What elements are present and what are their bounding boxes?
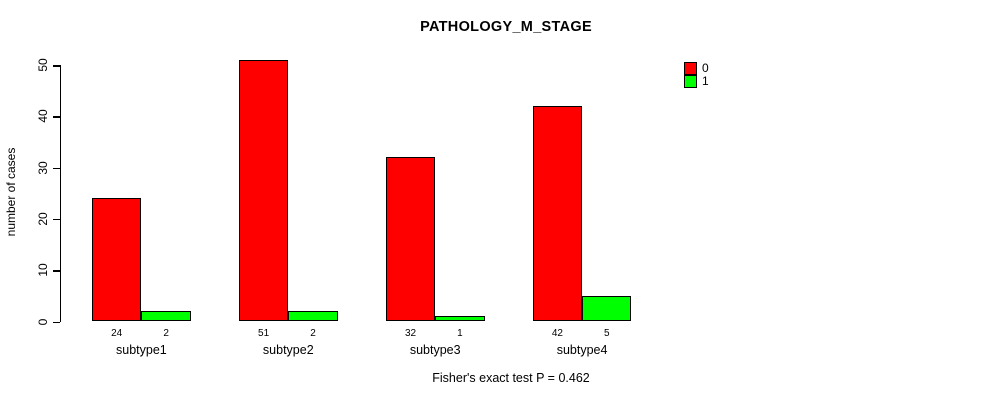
y-axis-tick-label: 0: [35, 318, 50, 325]
bar-subtype1-series1: [141, 311, 191, 322]
legend-entry: 1: [684, 75, 709, 88]
annotation-text: Fisher's exact test P = 0.462: [432, 371, 590, 385]
bar-subtype2-series0: [238, 59, 289, 322]
y-axis-tick: [52, 218, 60, 221]
legend-entry: 0: [684, 62, 709, 75]
chart-title: PATHOLOGY_M_STAGE: [420, 19, 592, 35]
y-axis-line: [59, 65, 61, 322]
x-category-label: subtype3: [409, 343, 461, 357]
y-axis-tick-label: 20: [35, 212, 50, 226]
y-axis-tick-label: 40: [35, 109, 50, 123]
y-axis-tick: [52, 270, 60, 272]
bar-count-label: 2: [310, 328, 316, 339]
bar-count-label: 2: [163, 328, 169, 339]
legend-entry-label: 1: [702, 74, 709, 88]
bar-count-label: 51: [258, 328, 270, 339]
y-axis-tick: [52, 65, 60, 67]
y-axis-tick-label: 30: [35, 160, 50, 175]
y-axis-tick: [52, 321, 60, 323]
bar-subtype3-series1: [435, 316, 485, 322]
bar-subtype4-series1: [582, 295, 632, 322]
bar-count-label: 42: [551, 328, 563, 339]
legend-swatch-1: [684, 75, 697, 88]
y-axis-tick-label: 50: [35, 58, 50, 72]
bar-subtype2-series1: [288, 311, 338, 322]
bar-count-label: 24: [111, 328, 123, 339]
legend-swatch-0: [684, 62, 697, 75]
bar-subtype4-series0: [532, 106, 583, 322]
x-category-label: subtype2: [262, 343, 314, 357]
bar-count-label: 1: [457, 328, 463, 339]
bar-count-label: 32: [404, 328, 417, 339]
y-axis-tick-label: 10: [35, 263, 50, 277]
legend-entry-label: 0: [702, 61, 709, 75]
x-category-label: subtype1: [116, 343, 167, 357]
bar-subtype3-series0: [385, 157, 436, 322]
bar-count-label: 5: [604, 328, 610, 339]
x-category-label: subtype4: [556, 343, 608, 357]
y-axis-label: number of cases: [4, 147, 18, 237]
y-axis-tick: [52, 116, 60, 118]
bar-subtype1-series0: [92, 198, 142, 322]
y-axis-tick: [52, 167, 60, 170]
